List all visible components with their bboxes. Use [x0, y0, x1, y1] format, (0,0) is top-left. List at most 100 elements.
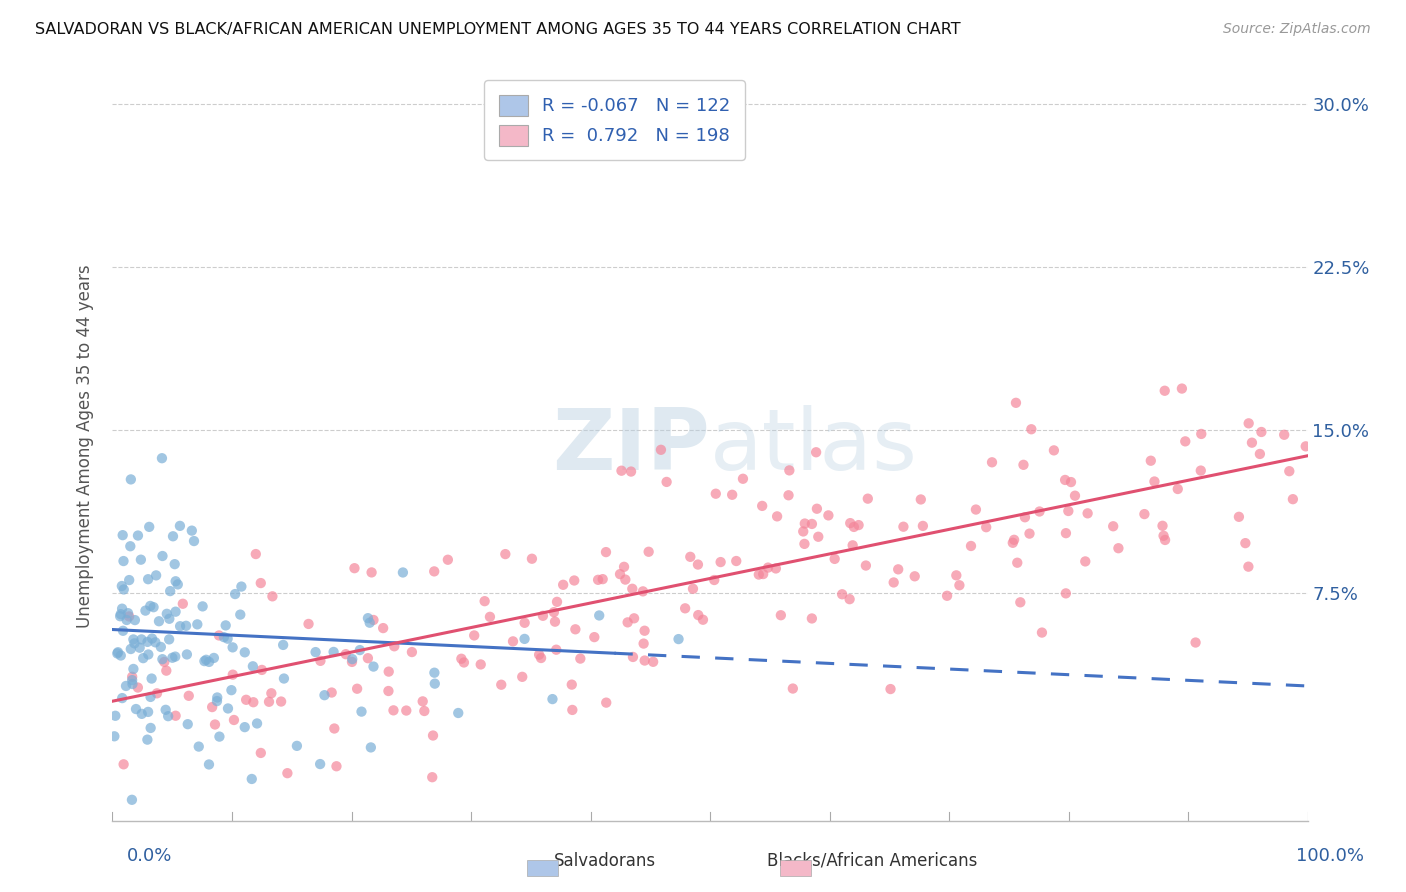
Point — [146, 686, 169, 700]
Point — [682, 582, 704, 596]
Point — [887, 562, 910, 576]
Point — [191, 599, 214, 614]
Point — [423, 676, 446, 690]
Point — [510, 670, 533, 684]
Text: Source: ZipAtlas.com: Source: ZipAtlas.com — [1223, 22, 1371, 37]
Point — [824, 552, 846, 566]
Point — [731, 472, 754, 486]
Point — [643, 655, 665, 669]
Point — [692, 613, 714, 627]
Point — [357, 611, 380, 625]
Point — [437, 553, 460, 567]
Point — [165, 649, 187, 664]
Point — [883, 575, 905, 590]
Point — [180, 524, 202, 538]
Point — [710, 555, 733, 569]
Point — [1028, 504, 1050, 518]
Point — [423, 565, 446, 579]
Point — [121, 673, 143, 687]
Point — [198, 757, 221, 772]
Point — [807, 530, 830, 544]
Point — [1139, 454, 1161, 468]
Point — [948, 578, 970, 592]
Point — [127, 681, 149, 695]
Point — [704, 486, 727, 500]
Point — [177, 689, 200, 703]
Point — [363, 659, 385, 673]
Point — [112, 554, 135, 568]
Point — [800, 516, 823, 531]
Point — [304, 645, 326, 659]
Point — [110, 648, 132, 663]
Point — [546, 595, 568, 609]
Point — [1167, 482, 1189, 496]
Point — [204, 717, 226, 731]
Point — [245, 547, 267, 561]
Point — [450, 652, 472, 666]
Point — [1282, 492, 1305, 507]
Point — [1153, 384, 1175, 398]
Point — [221, 640, 243, 655]
Point — [148, 614, 170, 628]
Point — [769, 608, 792, 623]
Point — [1227, 509, 1250, 524]
Point — [183, 534, 205, 549]
Point — [478, 610, 501, 624]
Point — [141, 672, 163, 686]
Point — [1184, 635, 1206, 649]
Point — [111, 691, 134, 706]
Point — [782, 681, 804, 696]
Point — [842, 520, 865, 534]
Point — [138, 520, 160, 534]
Point — [117, 606, 139, 620]
Point — [322, 645, 344, 659]
Point — [309, 757, 332, 772]
Point — [335, 647, 357, 661]
Point — [1107, 541, 1129, 556]
Point — [1153, 529, 1175, 543]
Point — [111, 601, 134, 615]
Point — [349, 643, 371, 657]
Point — [1074, 554, 1097, 568]
Point — [229, 607, 252, 622]
Point — [157, 632, 180, 647]
Point — [242, 659, 264, 673]
Point — [595, 545, 617, 559]
Point — [541, 692, 564, 706]
Point — [193, 654, 215, 668]
Point — [569, 651, 592, 665]
Point — [195, 653, 218, 667]
Point — [257, 695, 280, 709]
Point — [360, 740, 382, 755]
Point — [136, 648, 159, 662]
Point — [134, 604, 156, 618]
Point — [198, 655, 221, 669]
Point — [139, 721, 162, 735]
Point — [621, 650, 644, 665]
Point — [118, 573, 141, 587]
Point — [124, 613, 146, 627]
Point — [120, 472, 142, 486]
Point — [260, 686, 283, 700]
Point — [382, 640, 405, 654]
Point — [111, 528, 134, 542]
Point — [233, 645, 256, 659]
Point — [153, 655, 176, 669]
Point — [595, 696, 617, 710]
Point — [122, 662, 145, 676]
Point — [1240, 435, 1263, 450]
Point — [1005, 396, 1028, 410]
Point — [131, 632, 153, 647]
Point — [150, 451, 173, 466]
Point — [583, 630, 606, 644]
Point — [756, 560, 779, 574]
Point — [373, 621, 395, 635]
Point — [141, 632, 163, 646]
Point — [1152, 518, 1174, 533]
Text: ZIP: ZIP — [553, 404, 710, 488]
Point — [165, 574, 187, 589]
Point — [721, 488, 744, 502]
Point — [650, 442, 672, 457]
Point — [111, 624, 134, 638]
Point — [965, 502, 987, 516]
